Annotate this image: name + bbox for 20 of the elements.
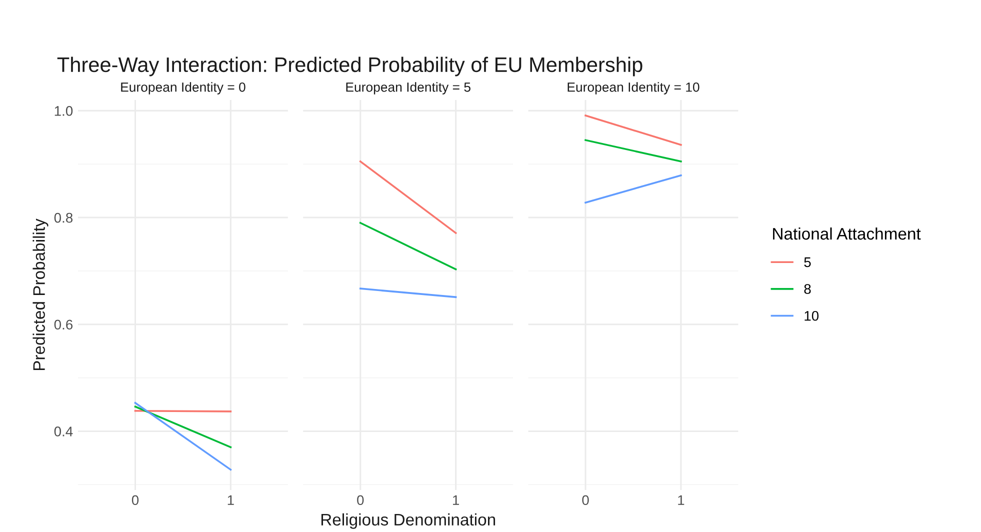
x-axis-title: Religious Denomination [321, 513, 496, 529]
y-tick-label: 0.8 [54, 212, 73, 223]
y-tick-label: 1.0 [54, 106, 73, 116]
x-tick-label: 1 [678, 495, 684, 505]
x-tick-label: 0 [357, 495, 364, 506]
legend-label: 8 [804, 284, 811, 294]
chart-subtitle: European Identity = 10 [568, 82, 700, 94]
y-tick-label: 0.6 [54, 320, 73, 330]
legend-label: 5 [804, 257, 811, 268]
chart-subtitle: European Identity = 0 [121, 82, 246, 94]
y-tick-label: 0.4 [54, 426, 73, 436]
x-tick-label: 1 [453, 495, 459, 505]
x-tick-label: 1 [228, 495, 234, 505]
x-tick-label: 0 [132, 495, 139, 506]
legend-title: National Attachment [773, 227, 921, 240]
text: Three-Way Interaction: Predicted Probability of EU Membership [57, 56, 642, 76]
x-tick-label: 0 [582, 495, 589, 506]
y-axis-title: Predicted Probability [32, 218, 48, 370]
legend-label: 10 [804, 310, 819, 321]
chart-subtitle: European Identity = 5 [346, 82, 470, 94]
